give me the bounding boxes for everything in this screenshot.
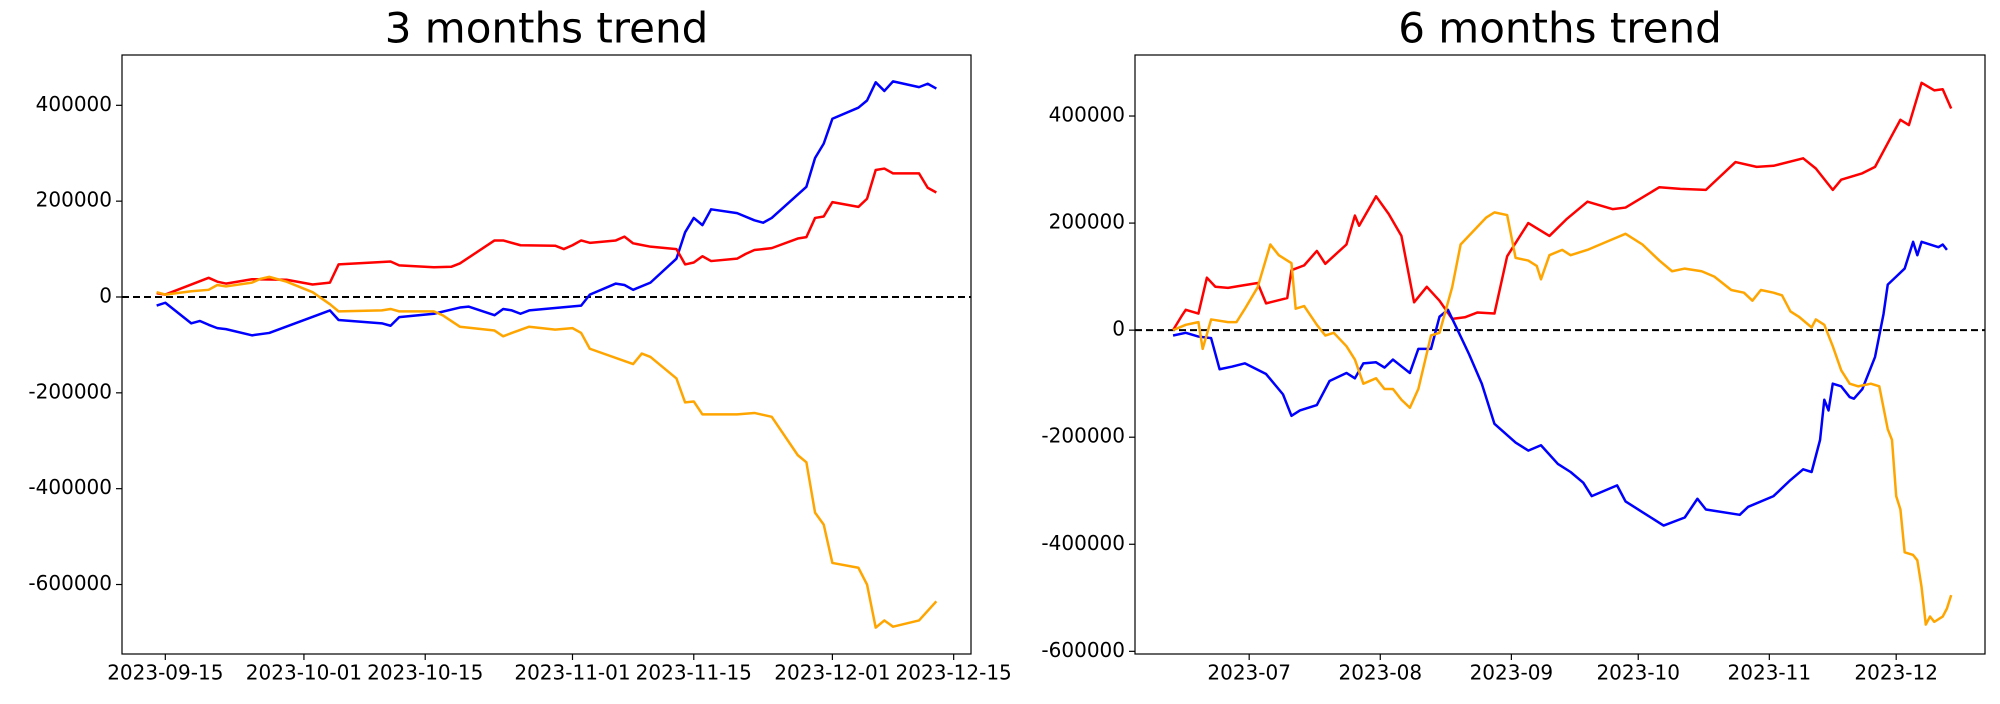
y-tick-label: -600000	[1041, 638, 1125, 662]
chart-title: 3 months trend	[385, 4, 709, 53]
plot-frame	[121, 54, 972, 655]
y-tick-label: 0	[1112, 317, 1125, 341]
series-line	[1172, 240, 1948, 527]
y-tick-label: -200000	[1041, 424, 1125, 448]
x-tick-label: 2023-08	[1338, 661, 1422, 685]
x-tick-label: 2023-10	[1596, 661, 1680, 685]
x-tick-label: 2023-12-01	[774, 661, 890, 685]
series-line	[1171, 81, 1953, 331]
series-line	[156, 167, 937, 296]
x-tick-label: 2023-07	[1207, 661, 1291, 685]
x-tick-label: 2023-12	[1854, 661, 1938, 685]
series-line	[1172, 211, 1953, 626]
y-tick-label: -200000	[28, 379, 112, 403]
y-tick-label: 400000	[36, 92, 112, 116]
series-line	[156, 275, 938, 629]
y-tick-label: 0	[99, 283, 112, 307]
y-tick-label: 200000	[1049, 210, 1125, 234]
x-tick-label: 2023-11-15	[636, 661, 752, 685]
y-tick-label: 200000	[36, 188, 112, 212]
y-tick-label: -400000	[28, 475, 112, 499]
x-tick-label: 2023-12-15	[896, 661, 1012, 685]
x-tick-label: 2023-10-01	[246, 661, 362, 685]
y-tick-label: 400000	[1049, 103, 1125, 127]
x-tick-label: 2023-09	[1470, 661, 1554, 685]
y-tick-label: -400000	[1041, 531, 1125, 555]
series-line	[156, 80, 937, 337]
plot-frame	[1134, 54, 1986, 655]
x-tick-label: 2023-11	[1728, 661, 1812, 685]
y-tick-label: -600000	[28, 571, 112, 595]
chart-title: 6 months trend	[1398, 4, 1722, 53]
x-tick-label: 2023-11-01	[514, 661, 630, 685]
x-tick-label: 2023-09-15	[107, 661, 223, 685]
x-tick-label: 2023-10-15	[367, 661, 483, 685]
